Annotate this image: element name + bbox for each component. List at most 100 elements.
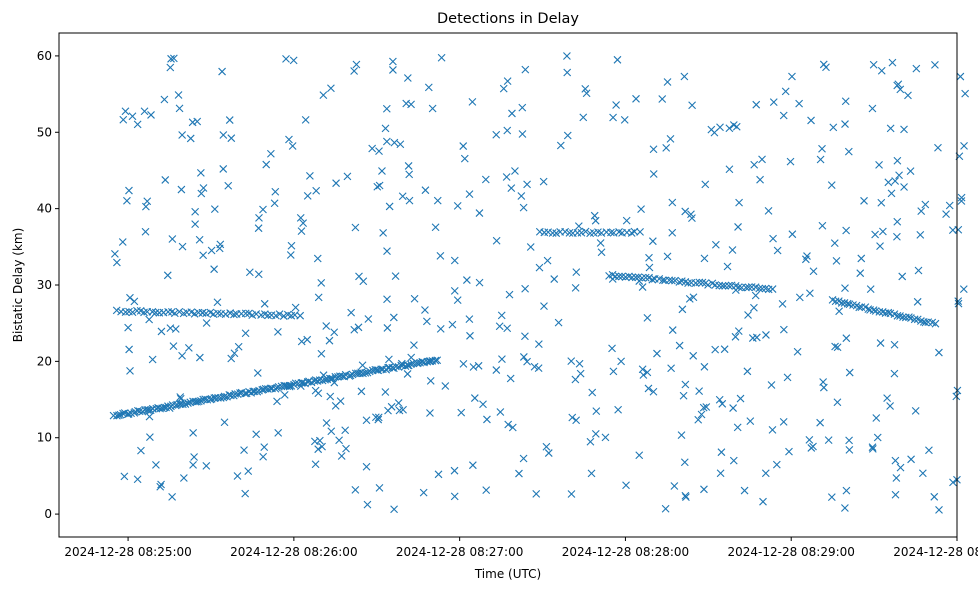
data-point [303, 192, 312, 200]
data-point [641, 273, 650, 282]
data-point [498, 355, 506, 364]
data-point [233, 472, 242, 480]
data-point [904, 91, 912, 100]
data-point [688, 214, 696, 223]
data-point [314, 445, 323, 454]
data-point [431, 223, 440, 232]
data-point [795, 99, 804, 108]
data-point [424, 83, 433, 92]
data-point [591, 216, 600, 225]
data-point [756, 175, 764, 184]
data-point [175, 104, 184, 113]
y-tick-label: 10 [37, 431, 52, 445]
data-point [189, 429, 198, 437]
data-point [597, 248, 606, 257]
x-tick-label: 2024-12-28 08:29:00 [727, 545, 854, 559]
data-point [317, 349, 326, 358]
data-point [960, 141, 968, 150]
data-point [591, 429, 600, 438]
data-point [886, 402, 894, 410]
data-point [143, 197, 152, 206]
data-point [806, 289, 814, 298]
data-point [841, 284, 849, 292]
data-point [140, 308, 148, 317]
data-point [717, 448, 726, 457]
data-point [404, 361, 413, 370]
data-point [961, 89, 970, 98]
data-point [343, 172, 352, 181]
data-point [912, 64, 921, 73]
data-point [608, 275, 617, 283]
data-point [895, 171, 903, 180]
data-point [198, 308, 207, 317]
data-point [695, 387, 704, 396]
data-point [227, 354, 236, 363]
data-point [680, 72, 689, 81]
data-point [711, 345, 720, 354]
data-point [718, 399, 727, 408]
data-point [196, 168, 205, 177]
data-point [126, 293, 134, 302]
data-point [481, 175, 490, 184]
data-point [716, 123, 724, 132]
data-point [575, 359, 584, 368]
data-point [632, 94, 640, 103]
data-point [174, 91, 183, 99]
data-point [145, 315, 154, 324]
data-point [957, 197, 966, 205]
data-point [883, 394, 892, 403]
data-point [517, 192, 526, 200]
data-point [845, 368, 854, 377]
data-point [379, 229, 388, 237]
data-point [835, 307, 844, 316]
y-tick-label: 30 [37, 278, 52, 292]
data-point [202, 319, 211, 327]
data-point [362, 416, 371, 425]
data-point [751, 291, 760, 300]
data-point [312, 186, 321, 195]
data-point [146, 433, 154, 442]
data-point [842, 334, 851, 343]
data-point [816, 418, 825, 427]
data-point [254, 270, 263, 279]
data-point [210, 265, 218, 274]
data-point [544, 449, 553, 457]
data-point [197, 396, 205, 405]
data-point [220, 418, 229, 427]
data-point [752, 100, 761, 109]
data-point [918, 469, 927, 478]
data-point [191, 220, 200, 229]
data-point [184, 343, 193, 352]
data-point [319, 91, 328, 99]
data-point [649, 387, 658, 396]
y-axis: 0 10 20 30 40 50 60 [37, 49, 59, 521]
data-point [658, 95, 667, 103]
data-point [128, 112, 137, 121]
data-point [518, 130, 527, 138]
data-point [389, 313, 398, 322]
data-point [519, 353, 528, 361]
data-point [567, 357, 576, 366]
data-point [728, 246, 737, 254]
data-point [448, 320, 457, 329]
data-point [178, 242, 187, 251]
data-point [407, 100, 415, 109]
data-point [450, 286, 459, 295]
data-point [169, 342, 178, 351]
data-point [474, 361, 483, 370]
data-point [224, 181, 233, 190]
data-point [532, 490, 541, 498]
data-points [109, 52, 970, 514]
data-point [663, 252, 672, 261]
data-point [390, 138, 399, 147]
y-axis-label: Bistatic Delay (km) [11, 228, 25, 343]
data-point [341, 426, 350, 435]
data-point [321, 375, 330, 384]
data-point [273, 397, 281, 406]
data-point [301, 115, 310, 124]
data-point [648, 275, 657, 284]
data-point [563, 68, 572, 77]
data-point [297, 337, 306, 346]
x-axis-label: Time (UTC) [474, 567, 541, 581]
data-point [684, 279, 692, 288]
